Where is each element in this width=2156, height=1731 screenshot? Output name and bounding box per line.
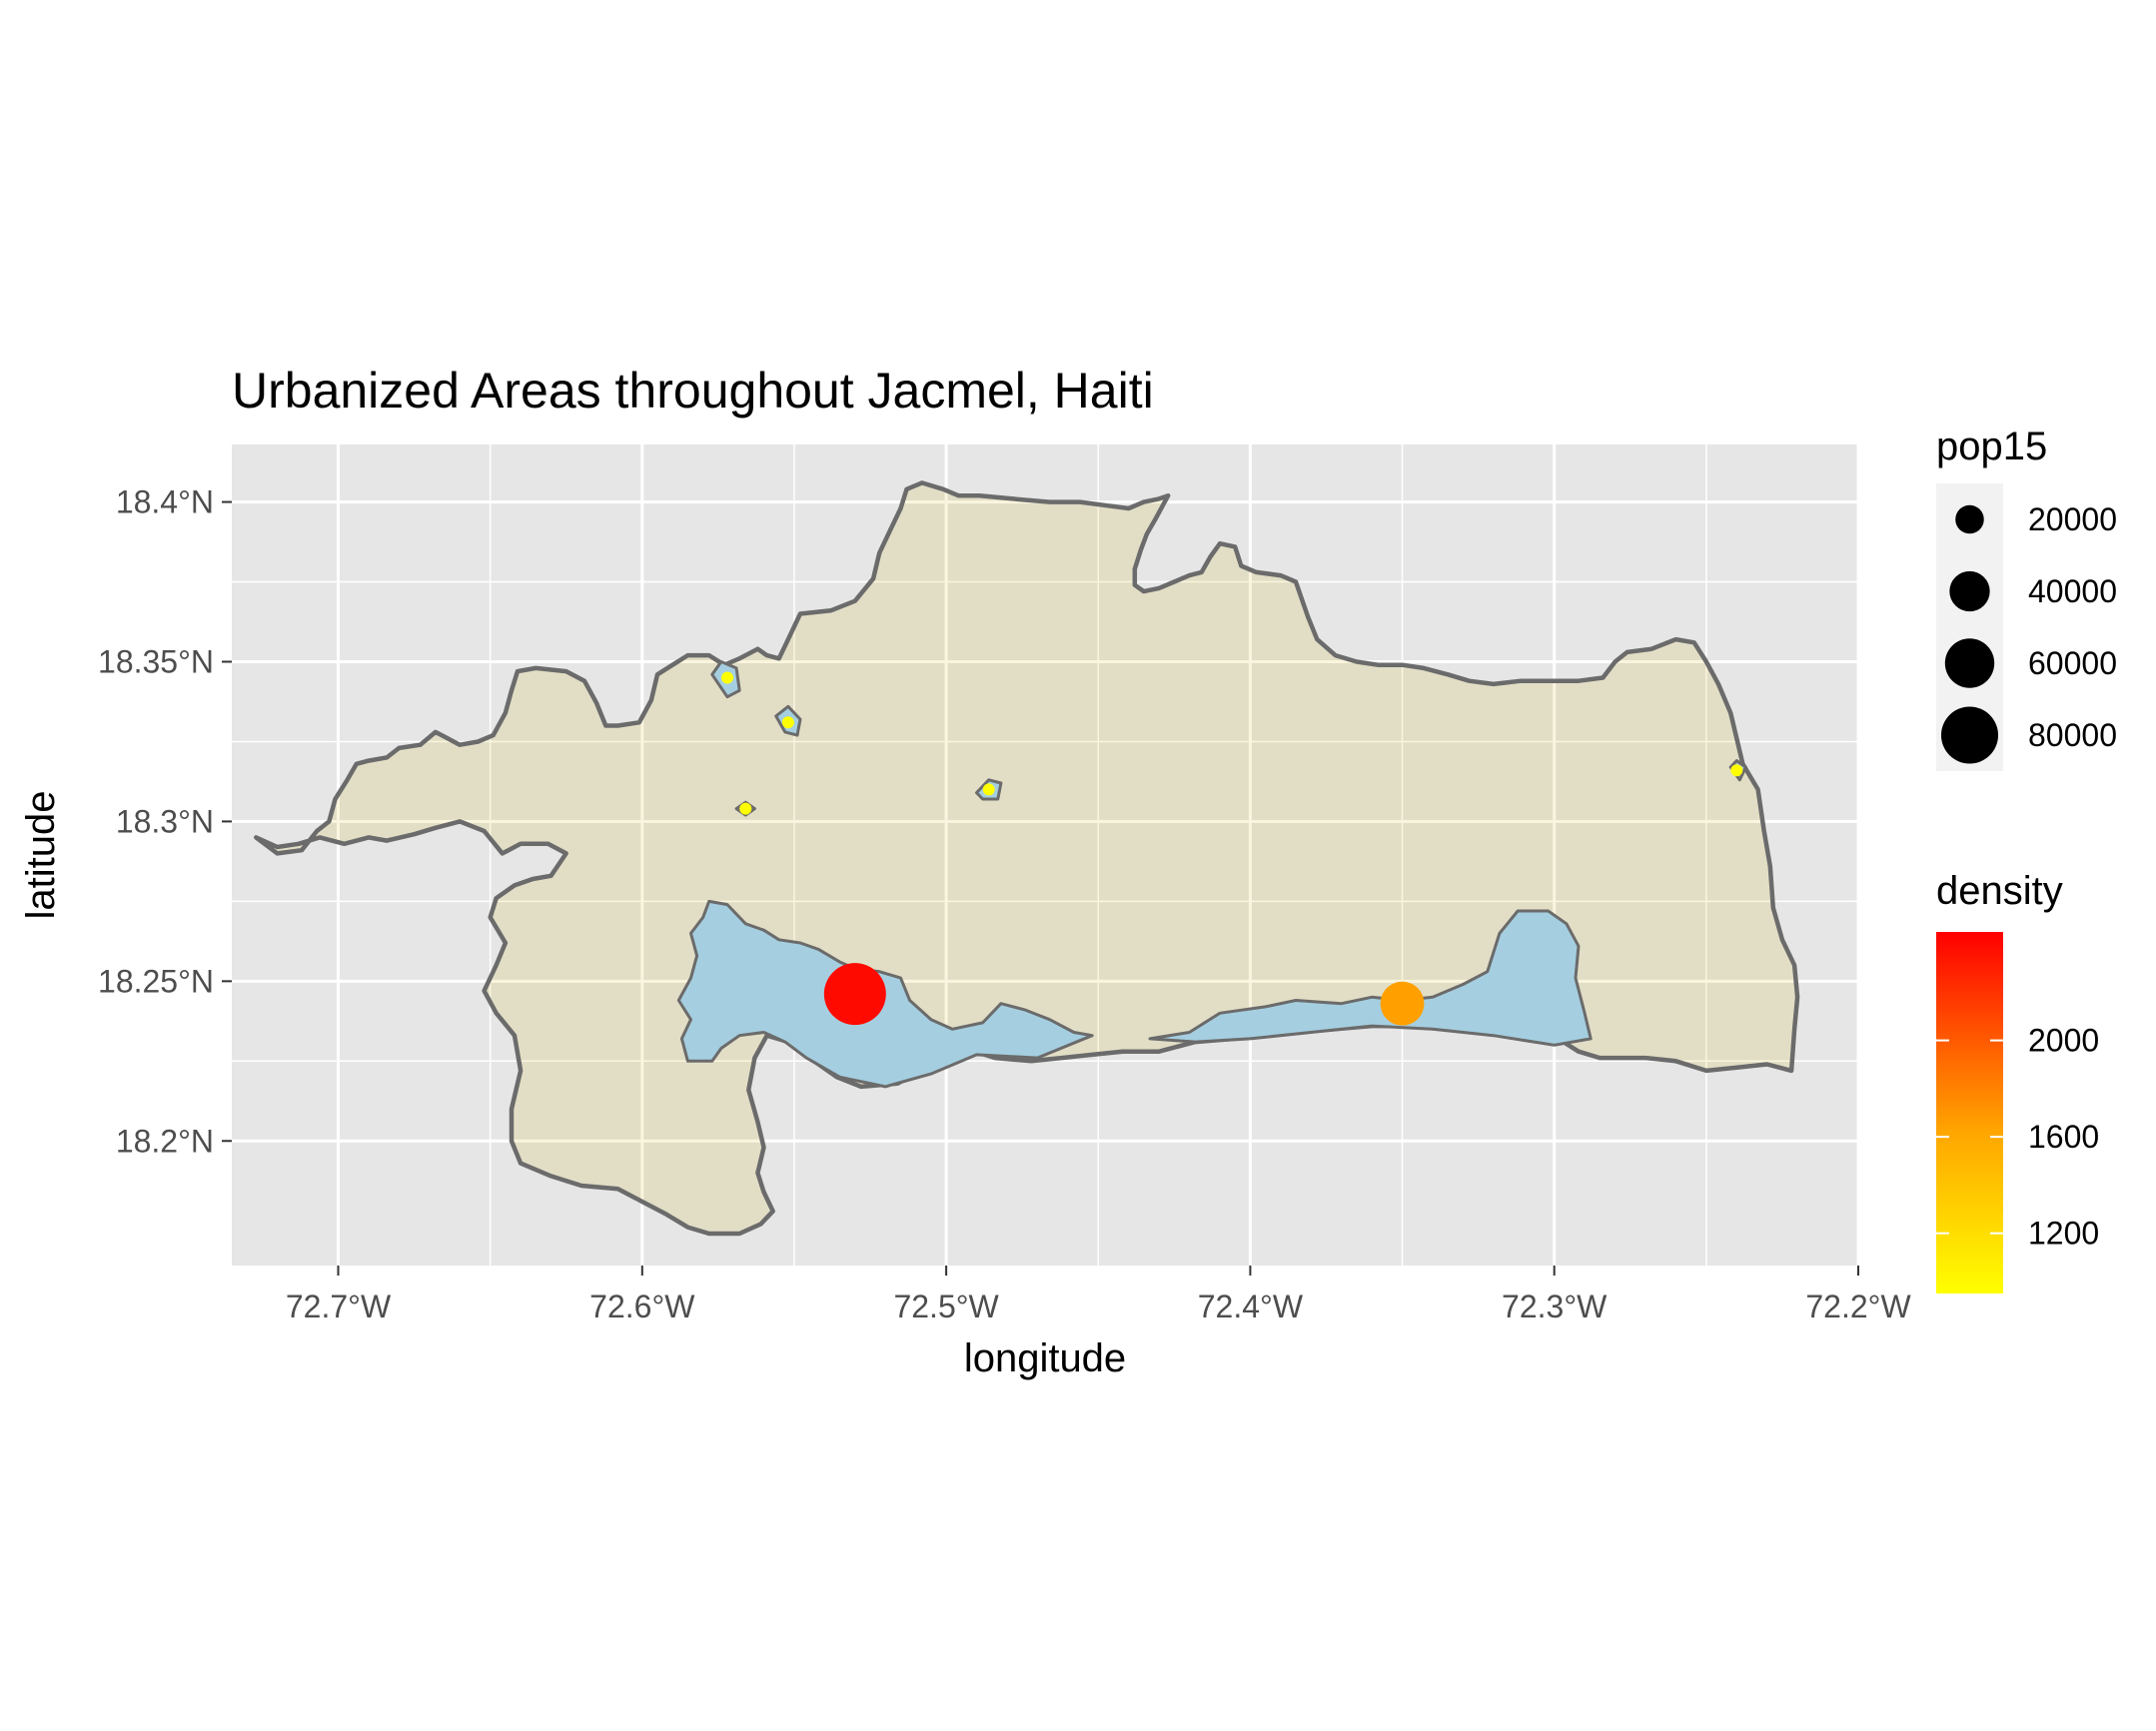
size-legend-label: 80000 bbox=[2028, 717, 2117, 753]
urban-point bbox=[982, 783, 995, 796]
plot-panel bbox=[232, 444, 1860, 1266]
x-axis-title: longitude bbox=[964, 1336, 1126, 1380]
x-tick-label: 72.2°W bbox=[1805, 1289, 1911, 1324]
density-colorbar bbox=[1936, 932, 2003, 1294]
x-tick-label: 72.6°W bbox=[589, 1289, 695, 1324]
color-legend-ticks: 1200 1600 2000 bbox=[1936, 1023, 2099, 1252]
size-legend: pop15 20000 40000 60000 80000 bbox=[1936, 425, 2117, 771]
size-legend-key bbox=[1944, 638, 1995, 688]
x-tick-label: 72.7°W bbox=[286, 1289, 392, 1324]
y-tick-label: 18.4°N bbox=[116, 484, 214, 520]
y-tick-label: 18.2°N bbox=[116, 1123, 214, 1159]
urban-point bbox=[781, 716, 794, 729]
size-legend-title: pop15 bbox=[1936, 425, 2047, 468]
x-tick-label: 72.5°W bbox=[893, 1289, 999, 1324]
urban-point bbox=[1380, 981, 1425, 1026]
size-legend-key bbox=[1949, 570, 1990, 612]
colorbar-label: 1200 bbox=[2028, 1216, 2099, 1252]
size-legend-keys: 20000 40000 60000 80000 bbox=[1936, 483, 2117, 771]
map-title: Urbanized Areas throughout Jacmel, Haiti bbox=[232, 363, 1154, 419]
size-legend-label: 20000 bbox=[2028, 501, 2117, 537]
x-tick-label: 72.4°W bbox=[1198, 1289, 1304, 1324]
urban-point bbox=[823, 963, 886, 1026]
x-tick-label: 72.3°W bbox=[1502, 1289, 1608, 1324]
color-legend-title: density bbox=[1936, 869, 2063, 913]
size-legend-key bbox=[1940, 706, 1999, 764]
urban-area bbox=[1148, 909, 1593, 1047]
urban-point bbox=[1730, 764, 1743, 777]
size-legend-key bbox=[1955, 504, 1984, 534]
color-legend: density 1200 1600 2000 bbox=[1936, 869, 2099, 1294]
y-tick-label: 18.25°N bbox=[98, 963, 214, 999]
urban-points-layer bbox=[721, 671, 1743, 1026]
size-legend-label: 40000 bbox=[2028, 573, 2117, 609]
y-axis-title: latitude bbox=[19, 791, 63, 920]
urban-point bbox=[721, 671, 734, 684]
jacmel-boundary bbox=[254, 480, 1800, 1237]
colorbar-label: 2000 bbox=[2028, 1023, 2099, 1059]
colorbar-label: 1600 bbox=[2028, 1119, 2099, 1155]
y-tick-label: 18.3°N bbox=[116, 803, 214, 839]
axes-layer: 72.7°W 72.6°W 72.5°W 72.4°W 72.3°W 72.2°W 18.2… bbox=[98, 484, 1911, 1324]
y-tick-label: 18.35°N bbox=[98, 643, 214, 679]
urban-point bbox=[739, 802, 752, 815]
size-legend-label: 60000 bbox=[2028, 645, 2117, 681]
